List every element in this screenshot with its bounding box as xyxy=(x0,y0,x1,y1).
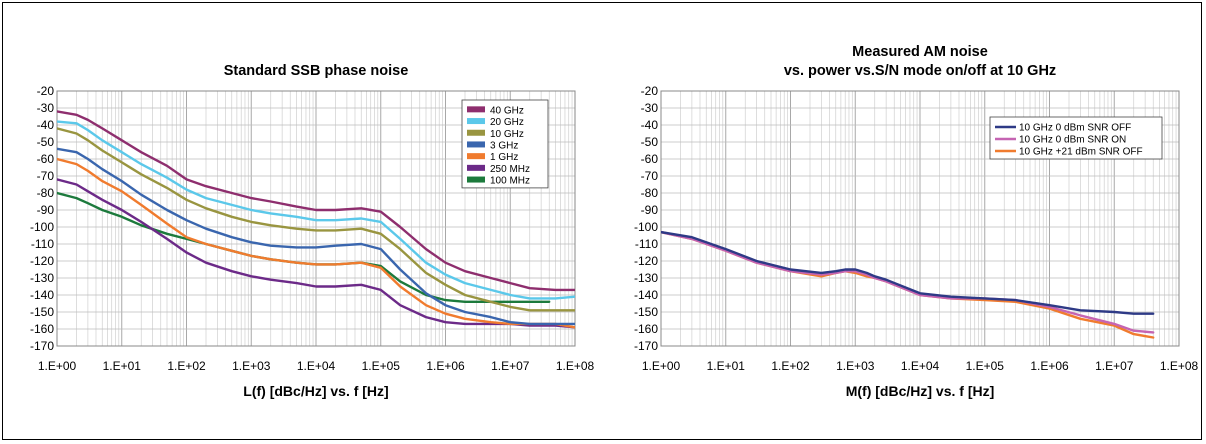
chart2-y-tick-label: -50 xyxy=(641,135,659,149)
chart2-x-tick-label: 1.E+07 xyxy=(1095,359,1134,373)
chart2-x-tick-label: 1.E+00 xyxy=(642,359,681,373)
chart2-x-tick-label: 1.E+03 xyxy=(836,359,875,373)
chart2-y-tick-label: -110 xyxy=(635,237,658,251)
chart1-x-tick-label: 1.E+06 xyxy=(426,359,465,373)
chart2-y-tick-label: -150 xyxy=(634,305,658,319)
chart1-y-tick-label: -110 xyxy=(31,237,54,251)
chart1-series-line-20-ghz xyxy=(57,120,575,300)
chart1-legend-swatch xyxy=(467,153,485,160)
chart1-x-tick-label: 1.E+03 xyxy=(232,359,271,373)
chart1-legend-swatch xyxy=(467,141,485,148)
chart1-legend-label: 100 MHz xyxy=(490,176,530,187)
chart1-plot-border xyxy=(56,90,576,347)
chart1-y-tick-label: -130 xyxy=(30,271,54,285)
chart2-y-tick-label: -100 xyxy=(634,220,658,234)
chart2-x-axis-label: M(f) [dBc/Hz] vs. f [Hz] xyxy=(846,383,995,399)
chart2-y-tick-label: -120 xyxy=(634,254,658,268)
chart1-y-tick-label: -20 xyxy=(37,84,55,98)
chart1-series-line-10-ghz xyxy=(57,127,575,312)
chart1-legend-label: 1 GHz xyxy=(490,152,518,163)
chart1-y-tick-label: -120 xyxy=(30,254,54,268)
chart1-legend-swatch xyxy=(467,106,485,113)
chart2-y-tick-label: -80 xyxy=(641,186,659,200)
chart2-legend-label: 10 GHz +21 dBm SNR OFF xyxy=(1019,147,1143,158)
chart1-legend-label: 3 GHz xyxy=(490,140,518,151)
chart1-x-tick-label: 1.E+08 xyxy=(556,359,595,373)
chart2-y-tick-label: -70 xyxy=(641,169,659,183)
chart2-y-tick-label: -60 xyxy=(641,152,659,166)
chart1-x-tick-label: 1.E+00 xyxy=(38,359,77,373)
chart1-y-tick-label: -80 xyxy=(37,186,55,200)
chart1-x-axis-label: L(f) [dBc/Hz] vs. f [Hz] xyxy=(243,383,388,399)
chart2-subtitle: vs. power vs.S/N mode on/off at 10 GHz xyxy=(784,63,1056,79)
chart2-y-tick-label: -30 xyxy=(641,101,659,115)
chart1-y-tick-label: -40 xyxy=(37,118,55,132)
chart1-series-line-250-mhz xyxy=(57,178,575,329)
chart1-legend-swatch xyxy=(467,118,485,125)
chart1-y-tick-label: -160 xyxy=(30,322,54,336)
chart1-y-tick-label: -90 xyxy=(37,203,55,217)
chart1-x-tick-label: 1.E+05 xyxy=(362,359,401,373)
chart2-title: Measured AM noise xyxy=(852,44,988,60)
chart2-y-tick-label: -90 xyxy=(641,203,659,217)
chart2-y-tick-label: -170 xyxy=(634,339,658,353)
chart2-y-tick-label: -160 xyxy=(634,322,658,336)
chart1-x-tick-label: 1.E+02 xyxy=(167,359,206,373)
chart1-legend-swatch xyxy=(467,176,485,183)
chart2-series-line-10-ghz-0-dbm-snr-off xyxy=(661,230,1155,315)
chart1-y-tick-label: -50 xyxy=(37,135,55,149)
chart2-y-tick-label: -40 xyxy=(641,118,659,132)
chart1-legend-swatch xyxy=(467,129,485,136)
chart2-series-group xyxy=(661,230,1155,339)
chart2-plot-border xyxy=(660,90,1180,347)
chart1-title: Standard SSB phase noise xyxy=(224,63,409,79)
chart1-series-line-1-ghz xyxy=(57,157,575,329)
chart1-x-tick-label: 1.E+01 xyxy=(103,359,142,373)
chart2-legend-label: 10 GHz 0 dBm SNR OFF xyxy=(1019,123,1131,134)
chart2-x-tick-label: 1.E+05 xyxy=(966,359,1005,373)
chart1-legend-label: 10 GHz xyxy=(490,129,524,140)
chart2-x-tick-label: 1.E+02 xyxy=(771,359,810,373)
chart1-x-tick-label: 1.E+04 xyxy=(297,359,336,373)
chart2-series-line-10-ghz-0-dbm-snr-on xyxy=(661,230,1155,334)
chart1-series-group xyxy=(57,110,575,329)
chart2-x-tick-label: 1.E+08 xyxy=(1160,359,1199,373)
chart1-y-tick-label: -100 xyxy=(30,220,54,234)
chart1-legend-label: 40 GHz xyxy=(490,105,524,116)
chart1-y-tick-label: -140 xyxy=(30,288,54,302)
chart1-legend-label: 20 GHz xyxy=(490,117,524,128)
chart1-y-tick-label: -150 xyxy=(30,305,54,319)
chart1-legend-label: 250 MHz xyxy=(490,164,530,175)
chart2-y-tick-label: -20 xyxy=(641,84,659,98)
chart2-legend-box xyxy=(989,116,1163,160)
chart2-x-tick-label: 1.E+04 xyxy=(901,359,940,373)
chart1-y-tick-label: -170 xyxy=(30,339,54,353)
chart1-y-tick-label: -70 xyxy=(37,169,55,183)
chart2-legend-label: 10 GHz 0 dBm SNR ON xyxy=(1019,135,1126,146)
chart2-y-tick-label: -140 xyxy=(634,288,658,302)
chart1-y-tick-label: -60 xyxy=(37,152,55,166)
chart1-series-line-3-ghz xyxy=(57,147,575,326)
chart2-y-tick-label: -130 xyxy=(634,271,658,285)
chart1-legend-swatch xyxy=(467,164,485,171)
chart1-series-line-40-ghz xyxy=(57,110,575,292)
chart2-x-tick-label: 1.E+06 xyxy=(1030,359,1069,373)
chart1-y-tick-label: -30 xyxy=(37,101,55,115)
chart2-x-tick-label: 1.E+01 xyxy=(707,359,746,373)
chart1-x-tick-label: 1.E+07 xyxy=(491,359,530,373)
